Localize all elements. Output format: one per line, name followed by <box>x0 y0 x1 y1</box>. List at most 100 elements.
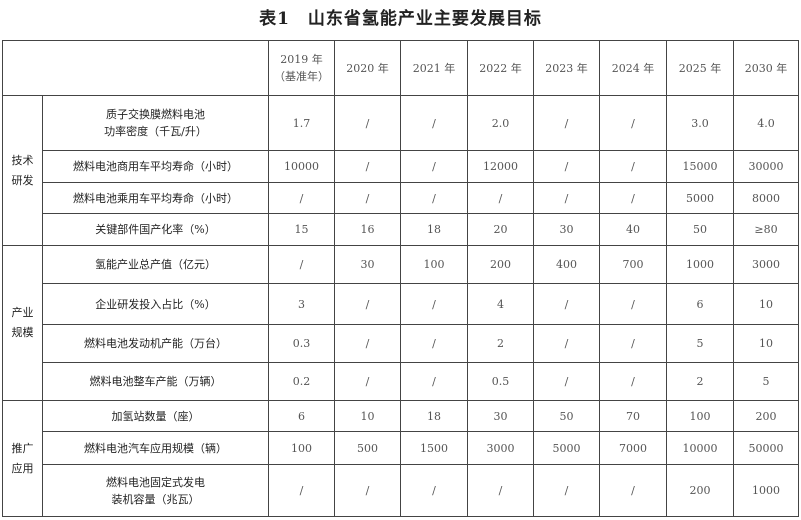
indicator-value: 2 <box>467 324 534 363</box>
indicator-value: 400 <box>533 245 600 284</box>
indicator-value: 70 <box>599 400 667 432</box>
indicator-name: 企业研发投入占比（%） <box>42 283 269 325</box>
indicator-value: / <box>334 464 401 517</box>
indicator-value: / <box>334 283 401 325</box>
indicator-value: / <box>400 324 468 363</box>
year-header: 2021 年 <box>400 40 468 96</box>
indicator-value: 5000 <box>666 182 734 214</box>
indicator-value: 0.3 <box>268 324 335 363</box>
indicator-value: 6 <box>268 400 335 432</box>
indicator-value: / <box>533 182 600 214</box>
indicator-value: / <box>467 182 534 214</box>
indicator-value: 15000 <box>666 150 734 183</box>
indicator-value: 0.2 <box>268 362 335 401</box>
indicator-value: / <box>533 362 600 401</box>
indicator-value: 200 <box>733 400 799 432</box>
indicator-value: 5 <box>666 324 734 363</box>
indicator-value: / <box>400 362 468 401</box>
indicator-value: 3 <box>268 283 335 325</box>
year-header: 2030 年 <box>733 40 799 96</box>
year-header: 2022 年 <box>467 40 534 96</box>
indicator-name: 燃料电池商用车平均寿命（小时） <box>42 150 269 183</box>
table-row: 燃料电池乘用车平均寿命（小时） / / / / //5000 8000 <box>3 182 799 214</box>
indicator-name: 关键部件国产化率（%） <box>42 213 269 246</box>
indicator-value: 18 <box>400 400 468 432</box>
indicator-value: 12000 <box>467 150 534 183</box>
indicator-value: / <box>334 150 401 183</box>
indicator-value: / <box>268 464 335 517</box>
indicator-value: / <box>400 182 468 214</box>
indicator-value: 30 <box>334 245 401 284</box>
indicator-value: 30000 <box>733 150 799 183</box>
indicator-value: 700 <box>599 245 667 284</box>
indicator-value: 10000 <box>268 150 335 183</box>
year-header: 2020 年 <box>334 40 401 96</box>
indicator-value: / <box>400 464 468 517</box>
indicator-name: 加氢站数量（座） <box>42 400 269 432</box>
indicator-value: 50000 <box>733 431 799 465</box>
indicator-value: 5 <box>733 362 799 401</box>
indicator-value: / <box>400 283 468 325</box>
indicator-value: 4.0 <box>733 95 799 151</box>
indicator-value: / <box>467 464 534 517</box>
indicator-value: 4 <box>467 283 534 325</box>
indicator-value: 50 <box>666 213 734 246</box>
table-row: 关键部件国产化率（%） 15 16 18 20 30 40 50 ≥80 <box>3 213 799 246</box>
indicator-value: 30 <box>533 213 600 246</box>
indicator-value: 40 <box>599 213 667 246</box>
indicator-value: 0.5 <box>467 362 534 401</box>
header-row: 2019 年 （基准年） 2020 年 2021 年 2022 年 2023 年 2024… <box>2 40 799 96</box>
table-row: 燃料电池商用车平均寿命（小时） 10000//12000//15000 30000 <box>3 150 799 183</box>
indicator-value: 1000 <box>666 245 734 284</box>
table-row: 燃料电池发动机产能（万台） 0.3//2//5 10 <box>3 324 799 363</box>
group-label: 技术 研发 <box>2 95 43 246</box>
indicator-name: 燃料电池固定式发电 装机容量（兆瓦） <box>42 464 269 517</box>
indicator-value: / <box>268 245 335 284</box>
indicator-value: / <box>599 283 667 325</box>
indicator-value: 3000 <box>467 431 534 465</box>
indicator-value: 3.0 <box>666 95 734 151</box>
table-row: 技术 研发 质子交换膜燃料电池 功率密度（千瓦/升） 1.7//2.0//3.0 4.… <box>2 95 799 246</box>
indicator-value: / <box>599 362 667 401</box>
indicator-value: 10000 <box>666 431 734 465</box>
indicator-value: 100 <box>400 245 468 284</box>
year-header: 2019 年 （基准年） <box>268 40 335 96</box>
indicator-value: 200 <box>467 245 534 284</box>
indicator-value: 10 <box>733 324 799 363</box>
indicator-value: 50 <box>533 400 600 432</box>
indicator-value: / <box>533 150 600 183</box>
year-header: 2025 年 <box>666 40 734 96</box>
indicator-value: / <box>400 150 468 183</box>
indicator-value: 5000 <box>533 431 600 465</box>
indicator-name: 燃料电池汽车应用规模（辆） <box>42 431 269 465</box>
indicator-value: 1000 <box>733 464 799 517</box>
indicator-value: 200 <box>666 464 734 517</box>
indicator-value: 10 <box>334 400 401 432</box>
indicator-value: 1.7 <box>268 95 335 151</box>
indicator-value: 18 <box>400 213 468 246</box>
indicator-value: 10 <box>733 283 799 325</box>
indicator-value: / <box>334 324 401 363</box>
year-header: 2024 年 <box>599 40 667 96</box>
indicator-value: 100 <box>268 431 335 465</box>
indicator-value: / <box>599 182 667 214</box>
indicator-value: / <box>533 464 600 517</box>
indicator-value: ≥80 <box>733 213 799 246</box>
indicator-value: 15 <box>268 213 335 246</box>
table-row: 燃料电池固定式发电 装机容量（兆瓦） / / / / //200 1000 <box>3 464 799 517</box>
indicator-value: 6 <box>666 283 734 325</box>
indicator-value: 16 <box>334 213 401 246</box>
indicator-name: 质子交换膜燃料电池 功率密度（千瓦/升） <box>42 95 269 151</box>
indicator-value: 500 <box>334 431 401 465</box>
year-header: 2023 年 <box>533 40 600 96</box>
indicator-value: / <box>400 95 468 151</box>
indicator-value: 3000 <box>733 245 799 284</box>
indicator-value: 8000 <box>733 182 799 214</box>
indicator-value: 30 <box>467 400 534 432</box>
table-row: 燃料电池汽车应用规模（辆） 100 500 1500 3000 5000 7000 10000… <box>3 431 799 465</box>
indicator-value: 100 <box>666 400 734 432</box>
indicator-value: 7000 <box>599 431 667 465</box>
table-title: 表1 山东省氢能产业主要发展目标 <box>259 9 542 29</box>
header-blank <box>2 40 269 96</box>
indicator-value: / <box>599 464 667 517</box>
